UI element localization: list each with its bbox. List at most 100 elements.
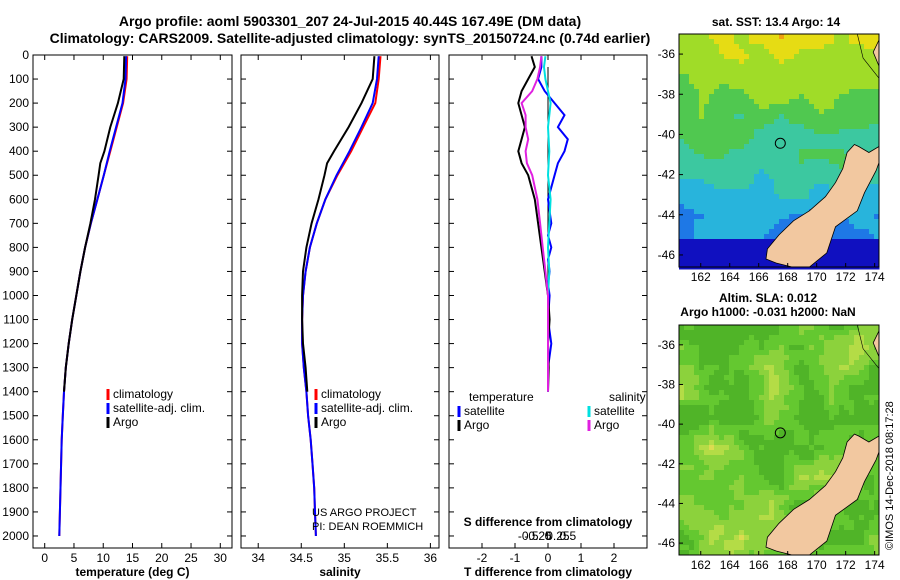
map-cell — [759, 74, 765, 80]
map-cell — [789, 465, 795, 471]
map-cell — [709, 395, 715, 401]
map-cell — [789, 69, 795, 75]
map-cell — [864, 485, 870, 491]
map-cell — [834, 465, 840, 471]
map-cell — [779, 164, 785, 170]
map-cell — [724, 370, 730, 376]
map-cell — [779, 124, 785, 130]
map-cell — [874, 134, 880, 140]
map-cell — [809, 74, 815, 80]
map-cell — [874, 370, 880, 376]
series-line-argo — [63, 56, 126, 392]
map-cell — [724, 365, 730, 371]
map-cell — [839, 79, 845, 85]
map-cell — [694, 154, 700, 160]
map-cell — [714, 259, 720, 265]
map-cell — [694, 400, 700, 406]
map-cell — [759, 530, 765, 536]
map-cell — [854, 415, 860, 421]
map-cell — [729, 154, 735, 160]
map-cell — [874, 259, 880, 265]
map-cell — [684, 59, 690, 65]
map-cell — [684, 460, 690, 466]
map-cell — [784, 335, 790, 341]
map-cell — [764, 209, 770, 215]
map-cell — [799, 189, 805, 195]
map-cell — [724, 244, 730, 250]
map-cell — [714, 390, 720, 396]
map-cell — [699, 535, 705, 541]
map-cell — [809, 465, 815, 471]
map-cell — [769, 510, 775, 516]
map-cell — [854, 94, 860, 100]
map-cell — [724, 224, 730, 230]
map-cell — [824, 144, 830, 150]
map-cell — [769, 104, 775, 110]
map-cell — [814, 144, 820, 150]
map-cell — [739, 490, 745, 496]
map-cell — [739, 124, 745, 130]
map-cell — [789, 360, 795, 366]
map-cell — [719, 119, 725, 125]
map-cell — [754, 465, 760, 471]
map-cell — [769, 169, 775, 175]
map-cell — [704, 335, 710, 341]
map-cell — [739, 370, 745, 376]
map-cell — [724, 500, 730, 506]
map-cell — [694, 64, 700, 70]
map-cell — [819, 345, 825, 351]
map-cell — [869, 54, 875, 60]
map-cell — [704, 405, 710, 411]
map-cell — [724, 355, 730, 361]
map-cell — [729, 224, 735, 230]
map-cell — [684, 74, 690, 80]
map-cell — [719, 204, 725, 210]
map-cell — [864, 194, 870, 200]
map-cell — [774, 440, 780, 446]
map-cell — [699, 405, 705, 411]
map-cell — [824, 355, 830, 361]
map-cell — [734, 179, 740, 185]
map-cell — [854, 375, 860, 381]
map-cell — [824, 109, 830, 115]
map-cell — [834, 540, 840, 546]
map-cell — [849, 129, 855, 135]
map-cell — [694, 219, 700, 225]
map-cell — [789, 390, 795, 396]
map-cell — [769, 340, 775, 346]
map-cell — [834, 244, 840, 250]
map-cell — [729, 139, 735, 145]
map-cell — [694, 94, 700, 100]
map-cell — [804, 365, 810, 371]
map-cell — [874, 214, 880, 220]
map-cell — [844, 114, 850, 120]
map-cell — [739, 44, 745, 50]
map-cell — [729, 119, 735, 125]
map-cell — [769, 69, 775, 75]
map-cell — [789, 59, 795, 65]
map-cell — [809, 475, 815, 481]
map-cell — [744, 39, 750, 45]
map-cell — [824, 350, 830, 356]
map-cell — [784, 345, 790, 351]
map-cell — [779, 505, 785, 511]
map-cell — [729, 395, 735, 401]
map-cell — [864, 199, 870, 205]
map-cell — [794, 370, 800, 376]
map-cell — [779, 480, 785, 486]
map-cell — [749, 154, 755, 160]
map-cell — [744, 360, 750, 366]
map-cell — [854, 390, 860, 396]
map-cell — [784, 174, 790, 180]
map-cell — [859, 415, 865, 421]
map-cell — [774, 129, 780, 135]
map-cell — [814, 325, 820, 331]
map-cell — [864, 370, 870, 376]
map-cell — [724, 34, 730, 40]
map-cell — [849, 360, 855, 366]
map-cell — [824, 435, 830, 441]
map-cell — [804, 370, 810, 376]
map-cell — [834, 109, 840, 115]
map-cell — [839, 335, 845, 341]
credit-line1: US ARGO PROJECT — [312, 507, 417, 519]
